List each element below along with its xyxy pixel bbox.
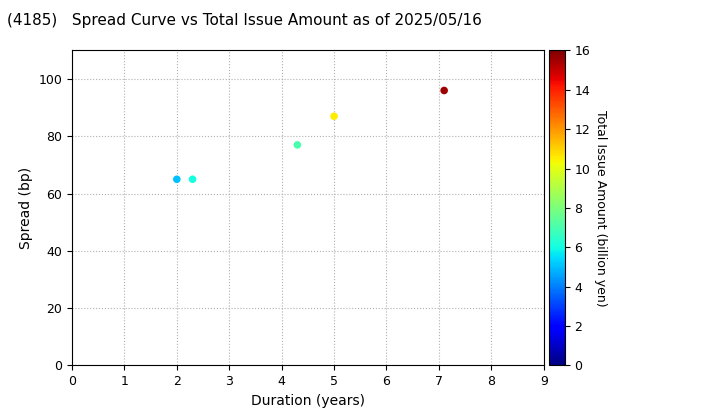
- Y-axis label: Spread (bp): Spread (bp): [19, 167, 33, 249]
- Point: [328, 113, 340, 120]
- Point: [171, 176, 183, 183]
- Text: (4185)   Spread Curve vs Total Issue Amount as of 2025/05/16: (4185) Spread Curve vs Total Issue Amoun…: [7, 13, 482, 28]
- X-axis label: Duration (years): Duration (years): [251, 394, 365, 408]
- Point: [438, 87, 450, 94]
- Point: [186, 176, 198, 183]
- Y-axis label: Total Issue Amount (billion yen): Total Issue Amount (billion yen): [594, 110, 607, 306]
- Point: [292, 142, 303, 148]
